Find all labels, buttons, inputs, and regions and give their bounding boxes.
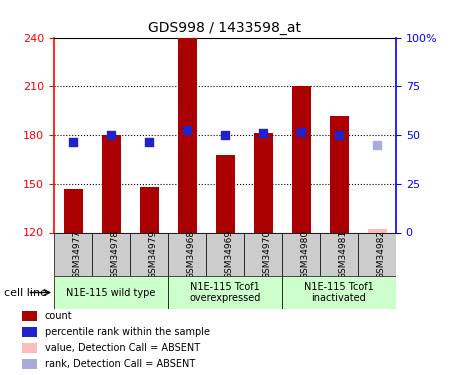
Text: percentile rank within the sample: percentile rank within the sample	[45, 327, 210, 337]
Bar	[292, 86, 310, 232]
Bar	[177, 38, 197, 232]
Text: cell line: cell line	[4, 288, 48, 297]
Point	[108, 132, 115, 138]
Bar	[282, 232, 320, 276]
Point	[145, 138, 153, 144]
Text: GSM34979: GSM34979	[149, 230, 158, 279]
Bar	[206, 232, 244, 276]
Text: N1E-115 Tcof1
overexpressed: N1E-115 Tcof1 overexpressed	[189, 282, 261, 303]
Bar	[216, 154, 234, 232]
Bar	[320, 232, 358, 276]
Text: GSM34970: GSM34970	[263, 230, 272, 279]
Bar	[22, 359, 36, 369]
Point	[297, 129, 305, 135]
Text: GSM34977: GSM34977	[73, 230, 82, 279]
Bar	[368, 229, 387, 232]
Bar	[140, 187, 158, 232]
Bar	[22, 311, 36, 321]
Text: GSM34980: GSM34980	[301, 230, 310, 279]
Text: value, Detection Call = ABSENT: value, Detection Call = ABSENT	[45, 343, 200, 353]
Bar	[168, 232, 206, 276]
Bar	[244, 232, 282, 276]
Bar	[358, 232, 396, 276]
Point	[335, 132, 342, 138]
Bar	[63, 189, 82, 232]
Title: GDS998 / 1433598_at: GDS998 / 1433598_at	[148, 21, 302, 35]
Bar	[282, 276, 396, 309]
Point	[259, 130, 266, 136]
Bar	[168, 276, 282, 309]
Bar	[102, 135, 121, 232]
Point	[184, 127, 191, 133]
Point	[374, 142, 381, 148]
Bar	[92, 232, 130, 276]
Bar	[22, 343, 36, 353]
Bar	[54, 232, 92, 276]
Text: GSM34969: GSM34969	[225, 230, 234, 279]
Bar	[54, 276, 168, 309]
Text: GSM34968: GSM34968	[187, 230, 196, 279]
Text: rank, Detection Call = ABSENT: rank, Detection Call = ABSENT	[45, 359, 195, 369]
Point	[69, 138, 76, 144]
Bar	[329, 116, 348, 232]
Text: GSM34981: GSM34981	[339, 230, 348, 279]
Text: N1E-115 Tcof1
inactivated: N1E-115 Tcof1 inactivated	[304, 282, 374, 303]
Text: GSM34978: GSM34978	[111, 230, 120, 279]
Point	[221, 132, 229, 138]
Bar	[253, 134, 273, 232]
Text: count: count	[45, 311, 72, 321]
Bar	[130, 232, 168, 276]
Bar	[22, 327, 36, 338]
Text: N1E-115 wild type: N1E-115 wild type	[66, 288, 156, 297]
Text: GSM34982: GSM34982	[377, 230, 386, 279]
